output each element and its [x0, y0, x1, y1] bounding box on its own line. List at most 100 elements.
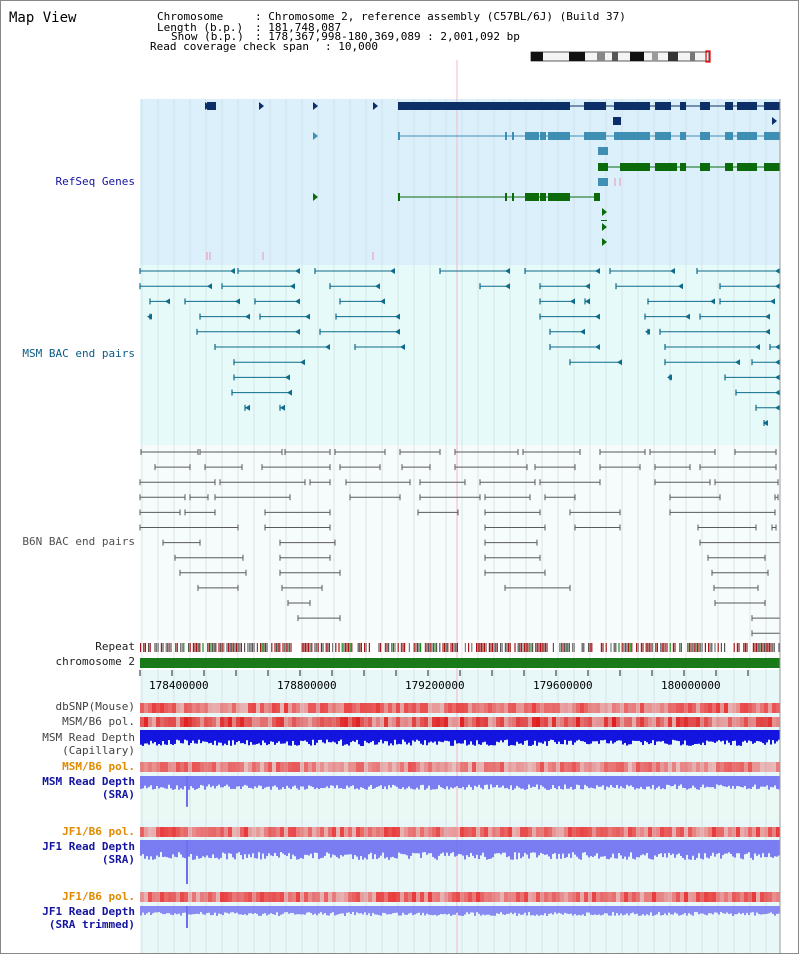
read-depth-bar	[490, 730, 492, 746]
read-depth-bar	[200, 840, 202, 859]
show-key: Show (b.p.)	[171, 30, 244, 43]
read-depth-bar	[714, 906, 716, 913]
read-depth-bar	[246, 730, 248, 741]
track-label-jf1-depth-trimmed[interactable]: JF1 Read Depth (SRA trimmed)	[42, 905, 135, 931]
polymorphism-cell	[184, 717, 188, 727]
track-label-msm-depth-sra[interactable]: MSM Read Depth (SRA)	[42, 775, 135, 801]
polymorphism-cell	[204, 892, 208, 902]
polymorphism-cell	[752, 762, 756, 772]
read-depth-bar	[578, 776, 580, 786]
track-label-b6n-bac[interactable]: B6N BAC end pairs	[22, 535, 135, 548]
repeat-element	[368, 643, 370, 652]
repeat-element	[436, 643, 438, 652]
read-depth-bar	[420, 776, 422, 786]
read-depth-bar	[486, 730, 488, 745]
repeat-element	[208, 643, 210, 652]
read-depth-bar	[546, 776, 548, 790]
read-depth-bar	[740, 906, 742, 915]
read-depth-bar	[706, 906, 708, 916]
read-depth-bar	[212, 906, 214, 915]
read-depth-bar	[194, 776, 196, 790]
read-depth-bar	[560, 906, 562, 914]
polymorphism-cell	[332, 762, 336, 772]
read-depth-bar	[496, 906, 498, 914]
read-depth-bar	[774, 776, 776, 786]
read-depth-bar	[440, 840, 442, 854]
polymorphism-cell	[576, 717, 580, 727]
polymorphism-cell	[436, 892, 440, 902]
polymorphism-cell	[628, 892, 632, 902]
repeat-element	[428, 643, 430, 652]
repeat-element	[181, 643, 183, 652]
track-label-dbsnp[interactable]: dbSNP(Mouse)	[55, 700, 135, 713]
read-depth-bar	[646, 906, 648, 915]
gene-exon	[737, 132, 757, 140]
read-depth-bar	[442, 776, 444, 789]
read-depth-bar	[156, 776, 158, 787]
read-depth-bar	[622, 776, 624, 788]
polymorphism-cell	[500, 717, 504, 727]
polymorphism-cell	[620, 762, 624, 772]
repeat-element	[655, 643, 657, 652]
read-depth-bar	[208, 776, 210, 785]
ideogram-band	[630, 52, 644, 61]
repeat-element	[325, 643, 327, 652]
read-depth-bar	[614, 840, 616, 859]
track-label-msm-b6-pol-2[interactable]: MSM/B6 pol.	[62, 760, 135, 773]
repeat-element	[188, 643, 190, 652]
polymorphism-cell	[552, 703, 556, 713]
read-depth-bar	[698, 840, 700, 854]
gene-exon	[525, 132, 539, 140]
read-depth-bar	[480, 906, 482, 916]
polymorphism-cell	[172, 827, 176, 837]
polymorphism-cell	[728, 892, 732, 902]
read-depth-bar	[334, 906, 336, 916]
read-depth-bar	[252, 906, 254, 915]
polymorphism-cell	[584, 703, 588, 713]
read-depth-bar	[638, 840, 640, 858]
repeat-element	[348, 643, 350, 652]
track-label-jf1-b6-pol[interactable]: JF1/B6 pol.	[62, 825, 135, 838]
track-label-msm-depth-capillary[interactable]: MSM Read Depth (Capillary)	[42, 731, 135, 757]
polymorphism-cell	[652, 892, 656, 902]
track-label-jf1-b6-pol-2[interactable]: JF1/B6 pol.	[62, 890, 135, 903]
read-depth-bar	[610, 776, 612, 785]
repeat-element	[530, 643, 532, 652]
read-depth-bar	[740, 730, 742, 746]
polymorphism-cell	[480, 762, 484, 772]
read-depth-bar	[258, 776, 260, 786]
bac-end-arrow	[570, 298, 575, 305]
bac-end-arrow	[755, 344, 760, 350]
read-depth-bar	[452, 776, 454, 789]
read-depth-bar	[632, 840, 634, 859]
track-label-jf1-depth-sra[interactable]: JF1 Read Depth (SRA)	[42, 840, 135, 866]
read-depth-bar	[462, 730, 464, 744]
polymorphism-cell	[648, 703, 652, 713]
read-depth-bar	[484, 840, 486, 857]
read-depth-bar	[656, 730, 658, 742]
read-depth-bar	[744, 776, 746, 786]
read-depth-bar	[458, 776, 460, 789]
read-depth-bar	[502, 730, 504, 743]
read-depth-bar	[332, 840, 334, 855]
polymorphism-cell	[644, 762, 648, 772]
read-depth-bar	[274, 906, 276, 915]
track-label-msm-bac[interactable]: MSM BAC end pairs	[22, 347, 135, 360]
repeat-element	[711, 643, 713, 652]
track-label-chromosome[interactable]: chromosome 2	[55, 655, 135, 668]
read-depth-bar	[212, 840, 214, 855]
polymorphism-cell	[308, 827, 312, 837]
repeat-element	[615, 643, 617, 652]
read-depth-bar	[504, 840, 506, 853]
bac-end-arrow	[710, 298, 715, 305]
polymorphism-cell	[344, 717, 348, 727]
read-depth-bar	[534, 776, 536, 787]
track-label-msm-b6-pol[interactable]: MSM/B6 pol.	[62, 715, 135, 728]
polymorphism-cell	[412, 827, 416, 837]
track-label-repeat[interactable]: Repeat	[95, 640, 135, 653]
track-label-refseq[interactable]: RefSeq Genes	[55, 175, 135, 188]
read-depth-bar	[412, 776, 414, 790]
read-depth-bar	[376, 730, 378, 745]
read-depth-bar	[314, 730, 316, 746]
